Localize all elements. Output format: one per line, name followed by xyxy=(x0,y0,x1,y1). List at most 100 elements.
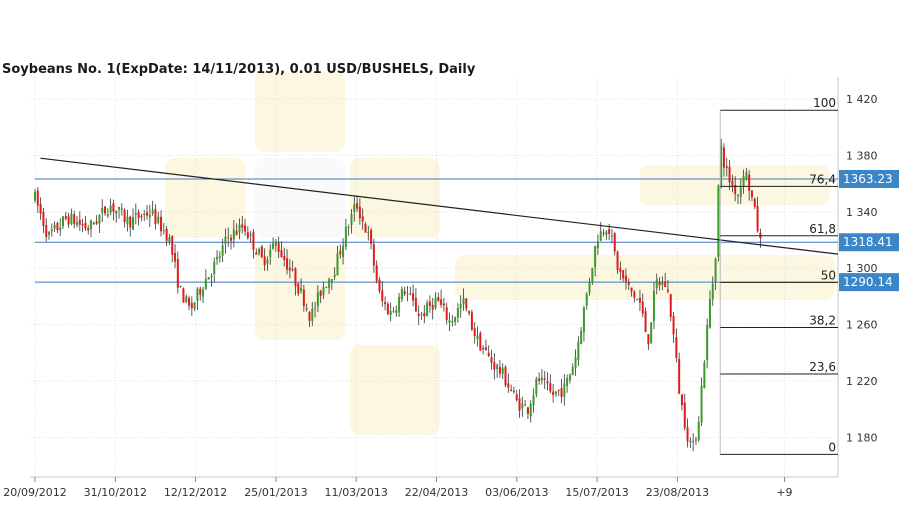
level-tag xyxy=(839,170,899,189)
candle-body xyxy=(720,145,723,186)
candle-body xyxy=(48,232,51,235)
candle-body xyxy=(448,320,451,323)
candle-body xyxy=(596,241,599,249)
candle-body xyxy=(53,224,56,229)
candle-body xyxy=(283,255,286,261)
candle-body xyxy=(487,352,490,357)
candle-body xyxy=(235,231,238,235)
candle-body xyxy=(384,302,387,305)
candle-body xyxy=(535,378,538,395)
candle-body xyxy=(336,253,339,276)
candle-body xyxy=(123,210,126,222)
candle-body xyxy=(171,236,174,255)
candle-body xyxy=(482,347,485,350)
level-tag xyxy=(839,273,899,292)
candle-body xyxy=(689,440,692,443)
watermark xyxy=(165,72,835,435)
candle-body xyxy=(90,220,93,229)
candle-body xyxy=(73,214,76,225)
candle-body xyxy=(328,279,331,288)
candle-body xyxy=(196,288,199,301)
candle-body xyxy=(188,298,191,306)
candle-body xyxy=(308,311,311,321)
candle-body xyxy=(683,402,686,428)
candle-body xyxy=(580,330,583,344)
candle-body xyxy=(92,222,95,225)
fibonacci-label: 50 xyxy=(821,268,836,282)
candle-body xyxy=(409,293,412,295)
candle-body xyxy=(417,313,420,316)
candle-body xyxy=(190,302,193,309)
candle-body xyxy=(714,258,717,282)
candle-body xyxy=(50,229,53,231)
candle-body xyxy=(594,245,597,268)
candle-body xyxy=(610,235,613,237)
x-tick-label: 15/07/2013 xyxy=(565,486,628,499)
candle-body xyxy=(87,228,90,231)
candle-body xyxy=(342,245,345,257)
candle-body xyxy=(160,216,163,232)
candle-body xyxy=(168,236,171,243)
candles xyxy=(34,138,762,452)
candle-body xyxy=(622,270,625,279)
candle-body xyxy=(322,287,325,296)
candle-body xyxy=(734,184,737,195)
candle-body xyxy=(560,388,563,397)
candle-body xyxy=(232,229,235,240)
candle-body xyxy=(652,290,655,322)
candle-body xyxy=(143,213,146,216)
candle-body xyxy=(549,383,552,392)
candle-body xyxy=(165,228,168,241)
candle-body xyxy=(216,256,219,260)
candle-body xyxy=(406,293,409,295)
candle-body xyxy=(370,229,373,244)
candle-body xyxy=(484,347,487,351)
candle-body xyxy=(599,231,602,241)
candle-body xyxy=(591,267,594,283)
candle-body xyxy=(602,232,605,234)
candle-body xyxy=(132,217,135,230)
candle-body xyxy=(672,316,675,335)
candle-body xyxy=(658,281,661,286)
candle-body xyxy=(302,289,305,307)
candle-body xyxy=(64,216,67,219)
candle-body xyxy=(636,299,639,301)
candle-body xyxy=(588,282,591,293)
candle-body xyxy=(753,198,756,207)
candle-body xyxy=(700,385,703,423)
candle-body xyxy=(193,302,196,309)
y-tick-label: 1 420 xyxy=(846,93,878,106)
candle-body xyxy=(574,357,577,368)
candle-body xyxy=(101,207,104,214)
x-tick-label: 22/04/2013 xyxy=(405,486,468,499)
candle-body xyxy=(218,256,221,258)
candle-body xyxy=(608,228,611,234)
candle-body xyxy=(115,210,118,214)
candle-body xyxy=(78,219,81,225)
candle-body xyxy=(459,304,462,309)
candle-body xyxy=(70,213,73,224)
candle-body xyxy=(529,403,532,417)
candle-body xyxy=(224,236,227,245)
candle-body xyxy=(263,256,266,266)
candle-body xyxy=(286,258,289,270)
candle-body xyxy=(269,249,272,258)
candle-body xyxy=(650,322,653,344)
candle-body xyxy=(493,362,496,370)
candle-body xyxy=(221,245,224,256)
y-tick-label: 1 340 xyxy=(846,206,878,219)
candle-body xyxy=(633,291,636,298)
candle-body xyxy=(398,296,401,313)
candle-body xyxy=(140,216,143,218)
candle-body xyxy=(98,215,101,224)
candle-body xyxy=(146,212,149,216)
candle-body xyxy=(680,394,683,405)
x-axis: 20/09/2012 31/10/2012 12/12/2012 25/01/2013… xyxy=(3,477,793,499)
grid xyxy=(30,77,839,478)
candle-body xyxy=(134,213,137,215)
candle-body xyxy=(42,211,45,227)
candle-body xyxy=(465,298,468,309)
candle-body xyxy=(675,337,678,358)
candle-body xyxy=(378,279,381,291)
candle-body xyxy=(426,302,429,317)
